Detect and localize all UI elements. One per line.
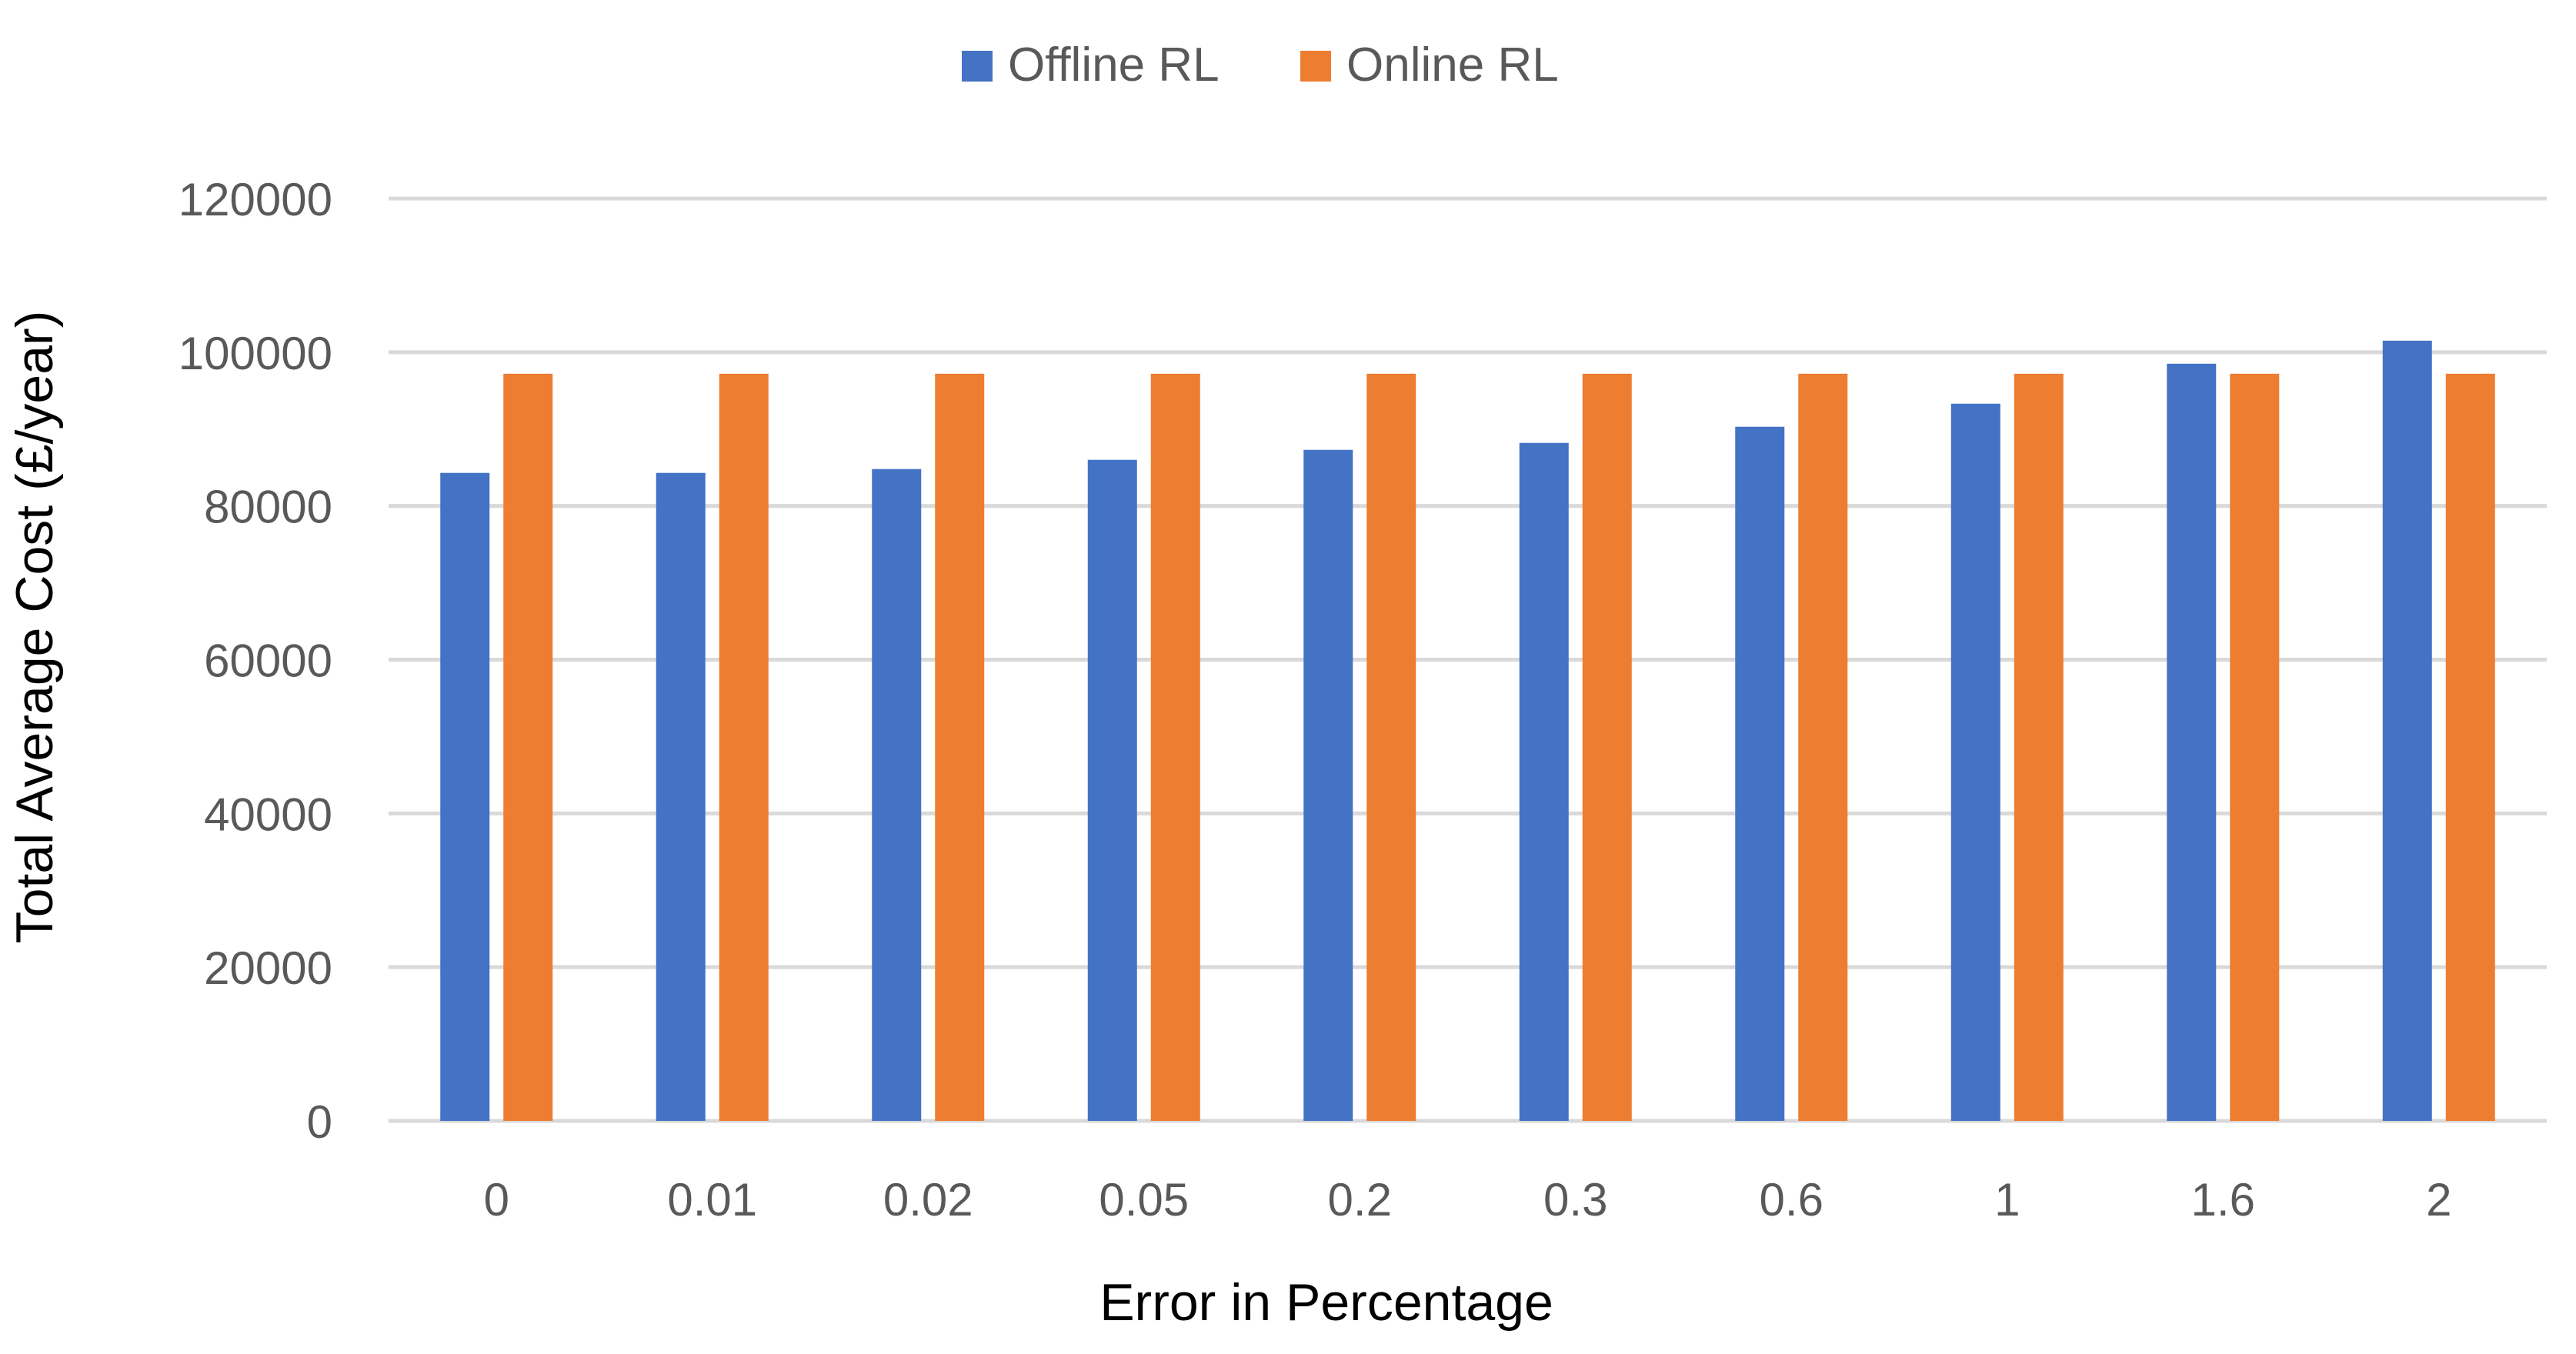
legend-swatch <box>962 51 993 82</box>
x-tick-label: 0.05 <box>1099 1174 1189 1226</box>
bar-offline-rl <box>1303 449 1353 1121</box>
bar-online-rl <box>2230 373 2280 1121</box>
y-tick-label: 100000 <box>179 328 332 379</box>
bar-online-rl <box>2445 373 2495 1121</box>
x-tick-label: 0.3 <box>1543 1174 1607 1226</box>
bar-online-rl <box>719 373 769 1121</box>
x-tick-label: 0.02 <box>883 1174 973 1226</box>
y-tick-label: 0 <box>307 1096 332 1148</box>
y-tick-label: 60000 <box>204 635 332 687</box>
bar-offline-rl <box>2382 340 2432 1121</box>
bar-offline-rl <box>440 472 490 1121</box>
x-tick-label: 0.01 <box>667 1174 757 1226</box>
bar-offline-rl <box>1950 403 2000 1121</box>
x-tick-label: 0 <box>484 1174 509 1226</box>
legend-swatch <box>1300 51 1331 82</box>
bar-offline-rl <box>1519 442 1569 1121</box>
legend-label: Online RL <box>1346 38 1559 92</box>
bar-offline-rl <box>872 469 922 1121</box>
y-tick-label: 80000 <box>204 482 332 533</box>
x-tick-label: 0.6 <box>1760 1174 1824 1226</box>
bars <box>440 340 2495 1122</box>
x-tick-label: 2 <box>2426 1174 2451 1226</box>
y-axis-title: Total Average Cost (£/year) <box>5 311 64 944</box>
bar-offline-rl <box>1087 459 1137 1121</box>
bar-online-rl <box>935 373 985 1121</box>
y-tick-label: 20000 <box>204 942 332 994</box>
bar-offline-rl <box>1735 426 1785 1121</box>
x-tick-label: 1.6 <box>2191 1174 2255 1226</box>
y-tick-label: 120000 <box>179 174 332 225</box>
bar-online-rl <box>1798 373 1848 1121</box>
bar-offline-rl <box>2167 363 2217 1122</box>
bar-online-rl <box>1150 373 1200 1121</box>
bar-online-rl <box>503 373 553 1121</box>
bar-offline-rl <box>656 472 706 1121</box>
legend: Offline RL Online RL <box>962 38 1559 92</box>
x-tick-label: 0.2 <box>1328 1174 1392 1226</box>
x-tick-label: 1 <box>1994 1174 2020 1226</box>
gridlines <box>389 196 2547 1123</box>
bar-online-rl <box>2014 373 2064 1121</box>
legend-label: Offline RL <box>1008 38 1220 92</box>
bar-online-rl <box>1582 373 1632 1121</box>
tick-labels: 0 20000 40000 60000 80000 100000 120000 0 0.01 0.… <box>179 174 2452 1226</box>
y-tick-label: 40000 <box>204 789 332 840</box>
bar-online-rl <box>1366 373 1416 1121</box>
x-axis-title: Error in Percentage <box>1099 1273 1553 1332</box>
